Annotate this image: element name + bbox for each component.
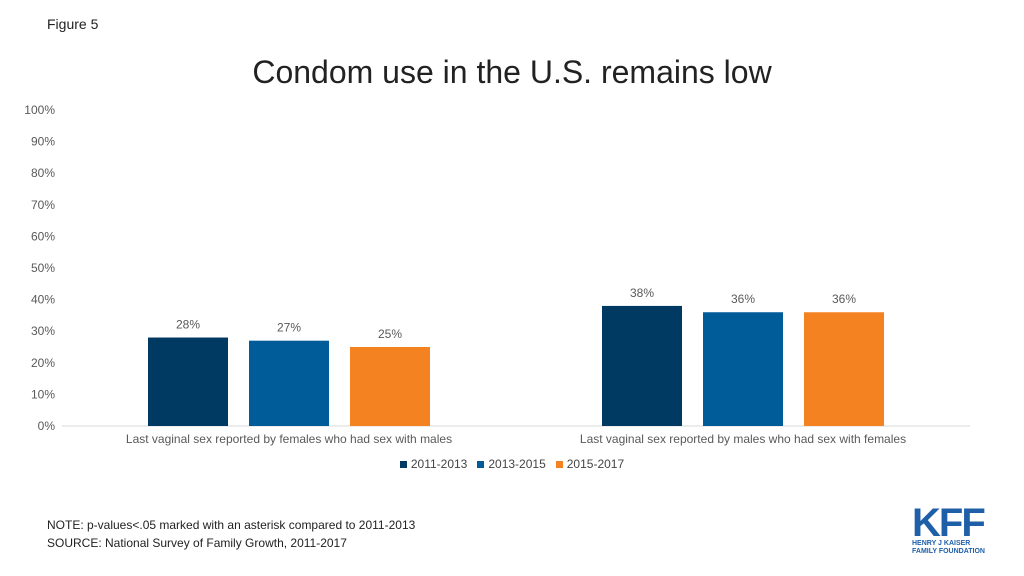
data-label: 28% — [176, 318, 200, 332]
legend-swatch — [555, 460, 563, 468]
data-label: 25% — [378, 327, 402, 341]
kff-logo: KFF HENRY J KAISER FAMILY FOUNDATION — [912, 501, 992, 562]
bar — [350, 347, 430, 426]
y-tick-label: 30% — [31, 324, 55, 338]
data-label: 36% — [832, 292, 856, 306]
y-tick-label: 40% — [31, 293, 55, 307]
category-label: Last vaginal sex reported by females who… — [126, 432, 452, 446]
y-tick-label: 10% — [31, 387, 55, 401]
category-label: Last vaginal sex reported by males who h… — [580, 432, 906, 446]
bar — [804, 312, 884, 426]
footnotes: NOTE: p-values<.05 marked with an asteri… — [47, 516, 415, 552]
data-label: 36% — [731, 292, 755, 306]
legend-item: 2013-2015 — [477, 457, 546, 471]
logo-line-1: HENRY J KAISER — [912, 540, 971, 547]
legend-label: 2013-2015 — [488, 457, 546, 471]
legend-swatch — [399, 460, 407, 468]
bar-chart: 0% 10% 20% 30% 40% 50% 60% 70% 80% 90% 100% 28% 27% 2… — [24, 103, 970, 446]
source-text: SOURCE: National Survey of Family Growth… — [47, 536, 347, 550]
bar — [249, 340, 329, 426]
y-tick-label: 50% — [31, 261, 55, 275]
note-text: NOTE: p-values<.05 marked with an asteri… — [47, 518, 416, 532]
legend-swatch — [477, 460, 485, 468]
logo-line-2: FAMILY FOUNDATION — [912, 548, 985, 555]
bar — [703, 312, 783, 426]
y-tick-label: 0% — [38, 419, 56, 433]
legend-label: 2011-2013 — [410, 457, 468, 471]
legend-item: 2015-2017 — [555, 457, 625, 471]
chart-title: Condom use in the U.S. remains low — [252, 54, 772, 90]
legend-item: 2011-2013 — [399, 457, 468, 471]
y-tick-label: 20% — [31, 356, 55, 370]
bar — [602, 305, 682, 426]
data-label: 38% — [630, 286, 654, 300]
y-tick-label: 100% — [24, 103, 55, 117]
y-tick-label: 60% — [31, 229, 55, 243]
chart-legend: 2011-2013 2013-2015 2015-2017 — [0, 457, 1024, 471]
legend-label: 2015-2017 — [566, 457, 625, 471]
y-tick-label: 80% — [31, 166, 55, 180]
data-label: 27% — [277, 321, 301, 335]
y-tick-label: 70% — [31, 198, 55, 212]
figure-label: Figure 5 — [47, 16, 99, 32]
y-tick-label: 90% — [31, 135, 55, 149]
bar — [148, 337, 228, 426]
logo-mark: KFF — [912, 501, 986, 545]
